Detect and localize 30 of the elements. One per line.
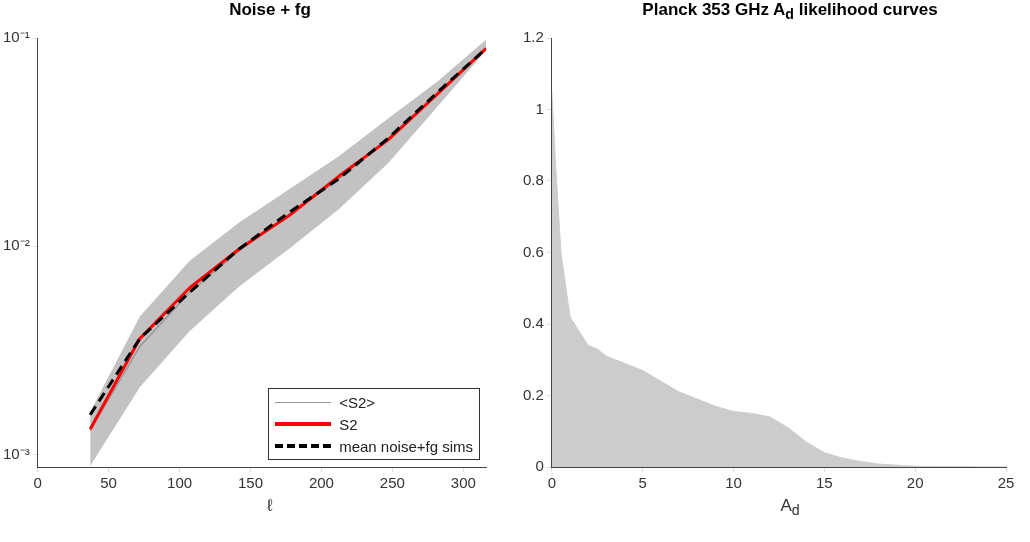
legend-label: mean noise+fg sims xyxy=(339,437,473,455)
y-tick-label: 10⁻¹ xyxy=(2,28,30,46)
x-axis-title: A$_{d}$ xyxy=(779,496,801,519)
x-tick-label: 150 xyxy=(237,474,264,492)
x-tick-label: 0 xyxy=(33,474,42,492)
y-tick-label: 10⁻³ xyxy=(2,444,30,462)
x-tick-label: 0 xyxy=(547,474,557,492)
x-tick-label: 20 xyxy=(906,474,924,492)
x-tick-label: 50 xyxy=(100,474,117,492)
chart-title: Noise + fg xyxy=(228,0,312,21)
x-tick-label: 5 xyxy=(638,474,647,492)
x-tick-label: 100 xyxy=(167,474,193,492)
x-tick-label: 10 xyxy=(725,474,742,492)
y-tick-label: 0.8 xyxy=(522,171,544,189)
y-tick-label: 1.2 xyxy=(522,28,544,46)
y-tick-label: 10⁻² xyxy=(2,236,30,254)
chart-title: Planck 353 GHz A$_{d}$ likelihood curves xyxy=(641,0,939,25)
y-tick-label: 0.2 xyxy=(522,385,544,403)
legend-label: S2 xyxy=(339,415,358,433)
x-tick-label: 15 xyxy=(816,474,833,492)
x-tick-label: 250 xyxy=(379,474,405,492)
y-tick-label: 1 xyxy=(535,99,544,117)
x-axis-title: ℓ xyxy=(266,496,274,516)
y-tick-label: 0.4 xyxy=(522,314,544,332)
x-tick-label: 200 xyxy=(308,474,334,492)
x-tick-label: 300 xyxy=(450,474,476,492)
y-tick-label: 0.6 xyxy=(522,242,544,260)
y-tick-label: 0 xyxy=(535,457,544,475)
legend-label: <S2> xyxy=(339,393,376,411)
x-tick-label: 25 xyxy=(997,474,1015,492)
